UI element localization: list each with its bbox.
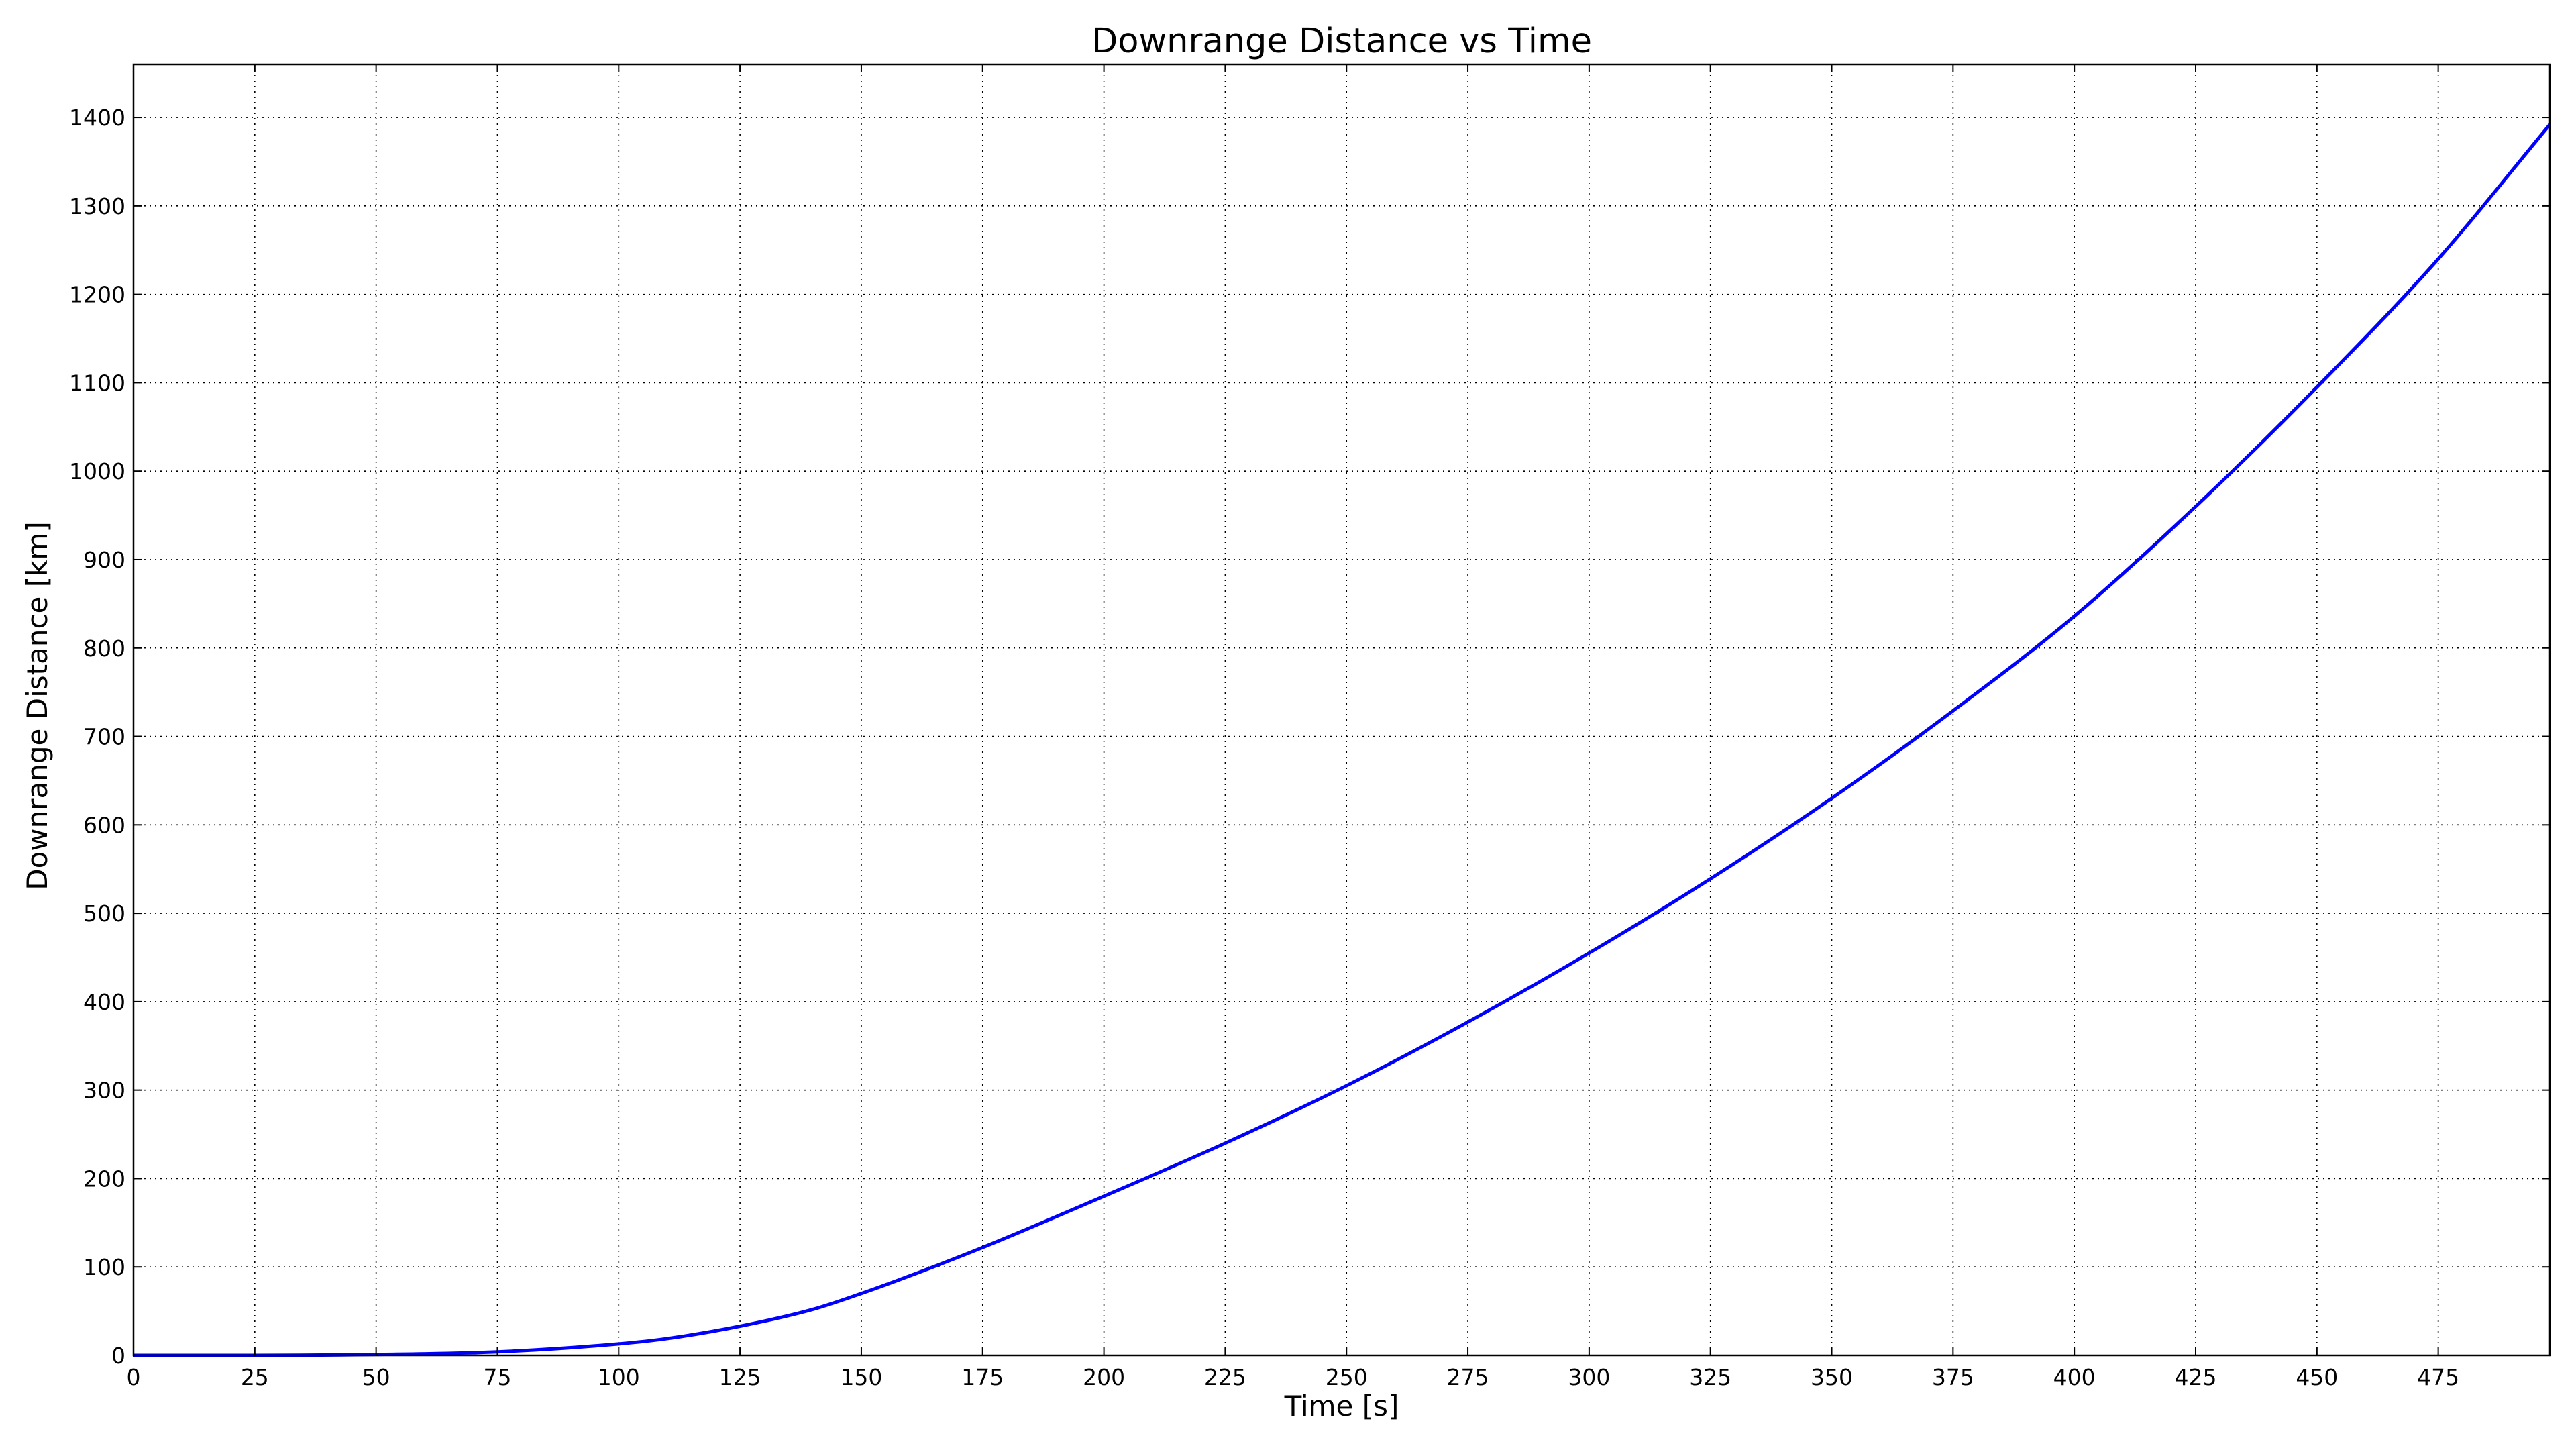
series-layer xyxy=(133,123,2551,1357)
y-tick-label: 900 xyxy=(83,547,125,573)
x-tick-label: 175 xyxy=(961,1364,1004,1390)
x-tick-label: 275 xyxy=(1447,1364,1489,1390)
y-tick-label: 1000 xyxy=(69,458,125,484)
x-tick-label: 250 xyxy=(1326,1364,1368,1390)
series-line-0 xyxy=(133,123,2551,1357)
y-tick-label: 0 xyxy=(111,1343,125,1369)
chart-title: Downrange Distance vs Time xyxy=(1091,21,1592,61)
x-tick-label: 375 xyxy=(1932,1364,1974,1390)
x-tick-label: 350 xyxy=(1811,1364,1853,1390)
x-tick-label: 300 xyxy=(1568,1364,1610,1390)
x-tick-label: 50 xyxy=(362,1364,390,1390)
plot-frame xyxy=(132,63,2551,1357)
y-tick-label: 700 xyxy=(83,724,125,750)
x-tick-label: 75 xyxy=(483,1364,511,1390)
x-tick-label: 0 xyxy=(127,1364,141,1390)
y-tick-label: 600 xyxy=(83,812,125,838)
y-tick-label: 1300 xyxy=(69,193,125,219)
x-tick-label: 450 xyxy=(2296,1364,2338,1390)
y-tick-label: 300 xyxy=(83,1078,125,1104)
x-tick-label: 425 xyxy=(2174,1364,2216,1390)
y-tick-label: 500 xyxy=(83,900,125,927)
x-tick-label: 225 xyxy=(1204,1364,1246,1390)
y-tick-label: 1200 xyxy=(69,282,125,308)
x-tick-label: 325 xyxy=(1689,1364,1731,1390)
y-tick-label: 200 xyxy=(83,1165,125,1192)
ticks: 0 25 50 75 100 125 150 175 200 225 250 275 300 325 350… xyxy=(69,64,2550,1390)
y-tick-label: 1400 xyxy=(69,105,125,131)
x-tick-label: 100 xyxy=(598,1364,640,1390)
y-axis-title: Downrange Distance [km] xyxy=(21,521,54,890)
x-tick-label: 150 xyxy=(840,1364,882,1390)
x-tick-label: 475 xyxy=(2417,1364,2459,1390)
x-tick-label: 200 xyxy=(1083,1364,1125,1390)
y-tick-label: 100 xyxy=(83,1254,125,1280)
y-tick-label: 1100 xyxy=(69,370,125,396)
x-axis-title: Time [s] xyxy=(1284,1390,1399,1422)
y-tick-label: 800 xyxy=(83,635,125,662)
x-tick-label: 125 xyxy=(719,1364,761,1390)
x-tick-label: 25 xyxy=(241,1364,269,1390)
x-tick-label: 400 xyxy=(2053,1364,2096,1390)
y-tick-label: 400 xyxy=(83,989,125,1015)
grid xyxy=(133,64,2550,1355)
